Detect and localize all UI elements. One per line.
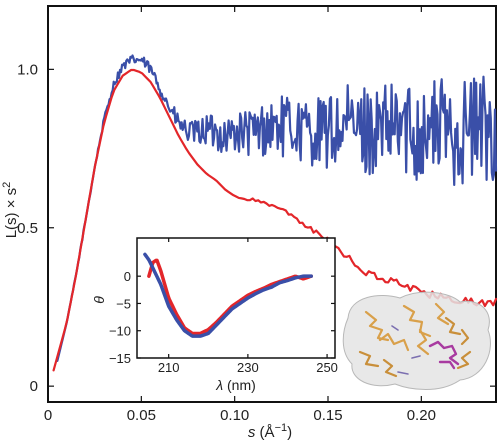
- main-xtick-label: 0.15: [313, 407, 342, 424]
- main-series-0-line: [56, 54, 498, 362]
- main-yaxis-base: L(s) × s: [3, 188, 20, 238]
- inset-ticks-layer: 210 230 250 0 −5 −10 −15: [109, 238, 338, 375]
- main-ytick-label: 1.0: [17, 61, 38, 78]
- main-ytick-label: 0: [30, 378, 38, 395]
- inset-xtick-label: 210: [158, 360, 180, 375]
- inset-ytick-label: 0: [124, 269, 131, 284]
- inset-frame: [136, 237, 336, 359]
- main-ytick-label: 0.5: [17, 220, 38, 237]
- main-xaxis-close: ): [287, 424, 292, 441]
- inset-series-1-line: [143, 252, 313, 338]
- main-xaxis-variable: s: [248, 424, 256, 441]
- inset-ytick-label: −5: [116, 296, 131, 311]
- inset-xaxis-label: λ (nm): [215, 377, 256, 393]
- main-xtick-label: 0.05: [127, 407, 156, 424]
- main-xtick-label: 0.10: [220, 407, 249, 424]
- main-yaxis-label: L(s) × s2: [1, 182, 20, 239]
- protein-structure-illustration: [342, 291, 491, 390]
- inset-yaxis-label: θ: [91, 296, 107, 304]
- inset-xaxis-variable: λ: [215, 377, 223, 393]
- main-xtick-label: 0.20: [407, 407, 436, 424]
- main-xaxis-unit: (Å: [255, 424, 274, 441]
- inset-ytick-label: −10: [109, 324, 131, 339]
- inset-xtick-label: 250: [316, 360, 338, 375]
- main-xaxis-exponent: −1: [275, 422, 288, 434]
- inset-xtick-label: 230: [237, 360, 259, 375]
- inset-series-layer: [143, 252, 313, 338]
- main-ticks-layer: 0 0.05 0.10 0.15 0.20 0 0.5 1.0: [17, 6, 496, 424]
- inset-ytick-label: −15: [109, 351, 131, 366]
- main-xtick-label: 0: [44, 407, 52, 424]
- main-plot-frame: [47, 5, 497, 403]
- main-xaxis-label: s (Å−1): [248, 422, 292, 441]
- main-yaxis-exponent: 2: [1, 182, 13, 188]
- inset-xaxis-unit: (nm): [223, 377, 256, 393]
